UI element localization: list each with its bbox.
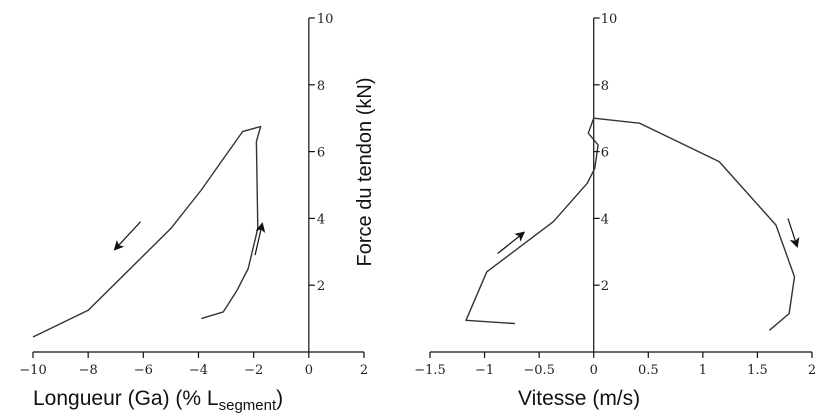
direction-arrow [497, 231, 526, 254]
x-tick-label: 2 [808, 363, 816, 378]
direction-arrow [254, 222, 266, 256]
velocity-chart-series [465, 117, 796, 331]
x-tick-label: 0 [590, 363, 598, 378]
length-chart-axes [33, 18, 364, 353]
y-tick-label: 2 [601, 279, 609, 294]
velocity-chart-ticks: −1.5 −1 −0.5 0 0.5 1 1.5 2 2 4 6 8 10 [414, 12, 816, 378]
length-chart-arrows [113, 221, 266, 256]
y-tick-label: 2 [317, 279, 325, 294]
length-chart-ticks: −10 −8 −6 −4 −2 0 2 2 4 6 8 10 [19, 12, 368, 378]
x-tick-label: 2 [360, 363, 368, 378]
y-tick-label: 6 [317, 146, 325, 161]
y-tick-label: 8 [317, 79, 325, 94]
x-tick-label: 0 [305, 363, 313, 378]
direction-arrow [113, 221, 142, 251]
series-line [465, 117, 796, 331]
x-tick-label: −0.5 [523, 363, 555, 378]
y-axis-label: Force du tendon (kN) [354, 78, 376, 267]
x-tick-label: 1.5 [747, 363, 768, 378]
length-chart-series [32, 125, 262, 338]
y-tick-label: 6 [601, 146, 609, 161]
x-tick-label: −1 [475, 363, 494, 378]
y-tick-label: 8 [601, 79, 609, 94]
velocity-chart-axes [430, 18, 812, 353]
velocity-force-chart: −1.5 −1 −0.5 0 0.5 1 1.5 2 2 4 6 8 10 Vitesse (m/s) [414, 12, 816, 410]
length-force-chart: −10 −8 −6 −4 −2 0 2 2 4 6 8 10 Longueur (Ga) (% Lse… [19, 12, 368, 414]
series-line [32, 125, 262, 338]
direction-arrow [787, 218, 800, 248]
x-axis-label-velocity: Vitesse (m/s) [518, 387, 640, 410]
y-tick-label: 4 [317, 212, 325, 227]
x-tick-label: −10 [19, 363, 46, 378]
y-tick-label: 10 [601, 12, 618, 27]
x-tick-label: −2 [244, 363, 263, 378]
x-tick-label: −1.5 [414, 363, 446, 378]
x-tick-label: −6 [134, 363, 153, 378]
velocity-chart-arrows [497, 218, 800, 254]
y-tick-label: 10 [317, 12, 334, 27]
x-tick-label: 0.5 [638, 363, 659, 378]
x-tick-label: 1 [699, 363, 707, 378]
x-axis-label-length: Longueur (Ga) (% Lsegment) [33, 387, 283, 414]
y-tick-label: 4 [601, 212, 609, 227]
x-tick-label: −8 [79, 363, 98, 378]
x-tick-label: −4 [189, 363, 208, 378]
